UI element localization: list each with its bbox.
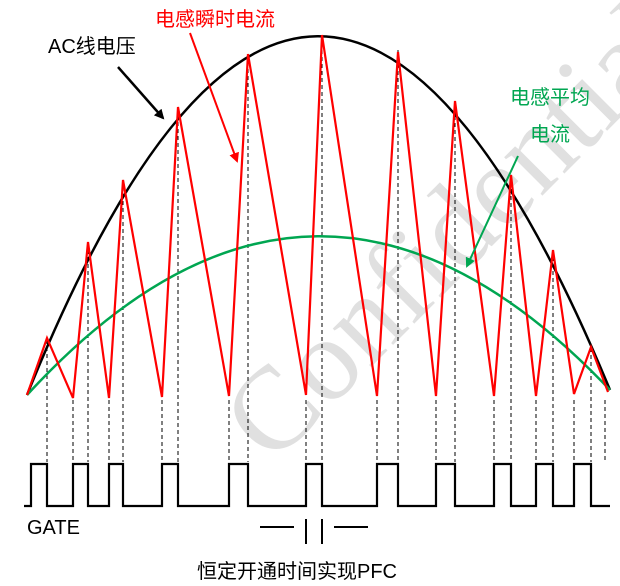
inductor-average-arrow bbox=[465, 155, 519, 268]
ac-voltage-curve bbox=[25, 35, 612, 396]
ac-voltage-arrow bbox=[117, 66, 165, 120]
on-time-marker bbox=[260, 519, 368, 544]
inductor-instant-arrow bbox=[189, 32, 239, 163]
inductor-instant-label: 电感瞬时电流 bbox=[155, 8, 275, 31]
ac-voltage-label: AC线电压 bbox=[48, 35, 136, 58]
caption-label: 恒定开通时间实现PFC bbox=[197, 560, 397, 583]
inductor-average-label-line1: 电感平均 bbox=[510, 86, 590, 109]
dashed-guides bbox=[46, 36, 606, 462]
gate-pulse-train bbox=[24, 462, 610, 508]
inductor-instant-current bbox=[25, 34, 610, 399]
gate-label: GATE bbox=[27, 517, 80, 539]
inductor-average-label-line2: 电流 bbox=[530, 123, 570, 146]
